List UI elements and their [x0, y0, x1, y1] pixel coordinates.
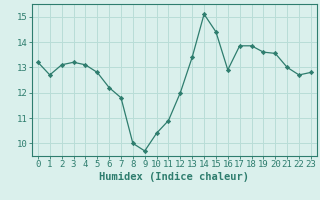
X-axis label: Humidex (Indice chaleur): Humidex (Indice chaleur)	[100, 172, 249, 182]
